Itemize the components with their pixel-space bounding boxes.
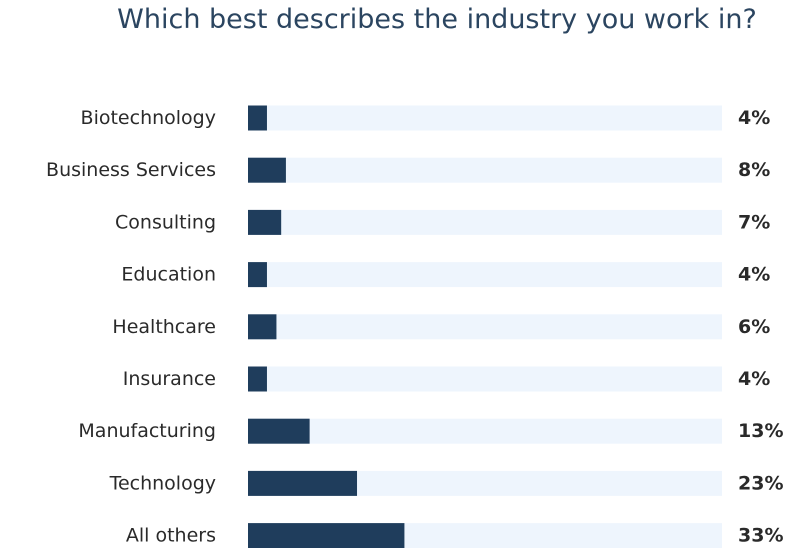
category-label: All others (126, 525, 216, 547)
bar-row: Biotechnology 4% (81, 105, 770, 131)
bar-row: Business Services 8% (46, 157, 770, 183)
category-label: Technology (109, 472, 216, 494)
value-label: 4% (738, 368, 770, 390)
value-label: 4% (738, 264, 770, 286)
bar-track (248, 209, 722, 235)
value-label: 33% (738, 525, 783, 547)
bar-row: Insurance 4% (123, 366, 770, 392)
bar-track (248, 418, 722, 444)
value-label: 7% (738, 211, 770, 233)
value-label: 23% (738, 472, 783, 494)
bar (248, 366, 267, 392)
category-label: Consulting (115, 211, 216, 233)
bar-row: Education 4% (121, 262, 770, 288)
bar-track (248, 262, 722, 288)
bar (248, 262, 267, 288)
value-label: 6% (738, 316, 770, 338)
category-label: Manufacturing (78, 420, 216, 442)
bar (248, 157, 286, 183)
bar-track (248, 366, 722, 392)
category-label: Business Services (46, 159, 216, 181)
bar (248, 105, 267, 131)
bar-track (248, 157, 722, 183)
category-label: Education (121, 264, 216, 286)
category-label: Healthcare (112, 316, 216, 338)
value-label: 13% (738, 420, 783, 442)
value-label: 4% (738, 107, 770, 129)
bar (248, 470, 358, 496)
bar-row: Technology 23% (109, 470, 783, 496)
bar (248, 314, 277, 340)
bar (248, 523, 405, 548)
bar-row: Healthcare 6% (112, 314, 770, 340)
bar-track (248, 314, 722, 340)
bar-track (248, 105, 722, 131)
bar (248, 418, 310, 444)
bar (248, 209, 282, 235)
bar-row: Consulting 7% (115, 209, 770, 235)
category-label: Insurance (123, 368, 216, 390)
chart-title: Which best describes the industry you wo… (117, 4, 757, 35)
bar-row: All others 33% (126, 523, 783, 548)
category-label: Biotechnology (81, 107, 216, 129)
value-label: 8% (738, 159, 770, 181)
bar-row: Manufacturing 13% (78, 418, 783, 444)
